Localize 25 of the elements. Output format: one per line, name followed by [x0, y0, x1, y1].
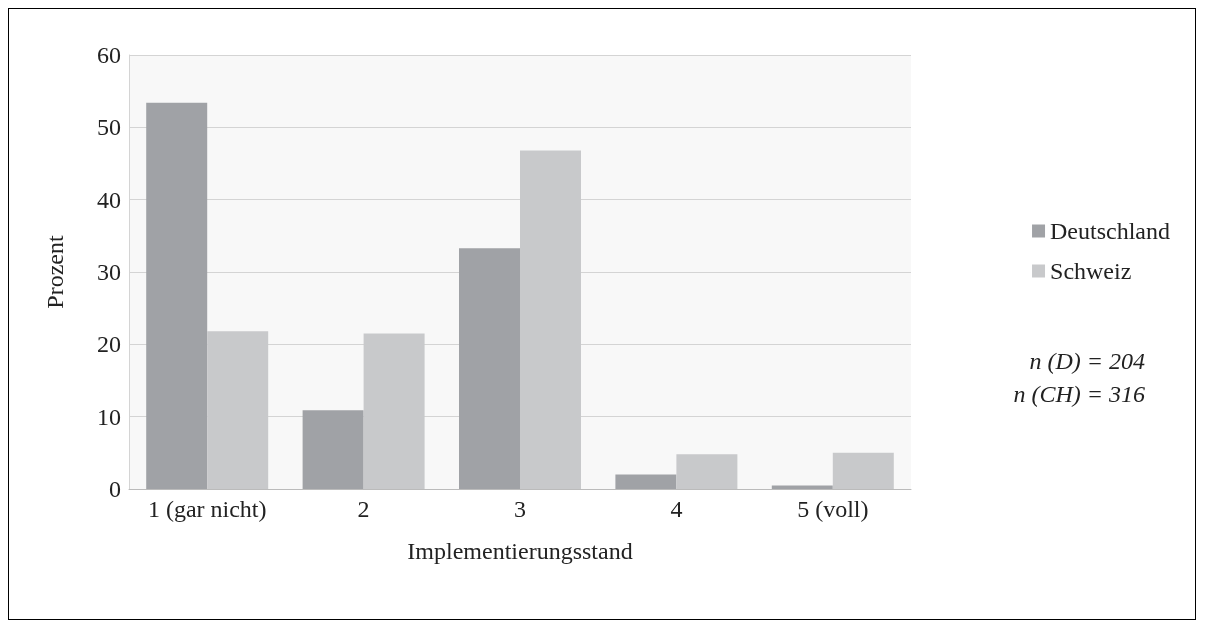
y-axis-title: Prozent [42, 235, 68, 309]
y-tick-label: 20 [97, 331, 121, 358]
y-tick-label: 50 [97, 114, 121, 141]
legend-label: Deutschland [1050, 218, 1170, 244]
x-tick-label: 5 (voll) [797, 496, 869, 522]
y-tick-label: 40 [97, 186, 121, 213]
x-axis-title: Implementierungsstand [407, 538, 633, 564]
bar [615, 474, 677, 489]
bar [146, 102, 208, 489]
y-tick-label: 60 [97, 42, 121, 68]
y-tick-label: 10 [97, 403, 121, 430]
x-tick-label: 1 (gar nicht) [147, 496, 267, 522]
bar [302, 410, 364, 489]
legend-label: Schweiz [1050, 258, 1132, 284]
y-tick-label: 30 [97, 259, 121, 285]
text: n (D) = 204 [1029, 348, 1145, 374]
x-tick-label: 2 [357, 496, 370, 522]
bar [676, 454, 738, 489]
x-tick-label: 4 [670, 496, 683, 522]
text: n (CH) = 316 [1013, 381, 1146, 407]
x-tick-label: 3 [514, 496, 526, 522]
bar [771, 485, 833, 489]
y-tick-label: 0 [109, 476, 121, 502]
bar [459, 248, 520, 489]
bar [832, 452, 894, 489]
